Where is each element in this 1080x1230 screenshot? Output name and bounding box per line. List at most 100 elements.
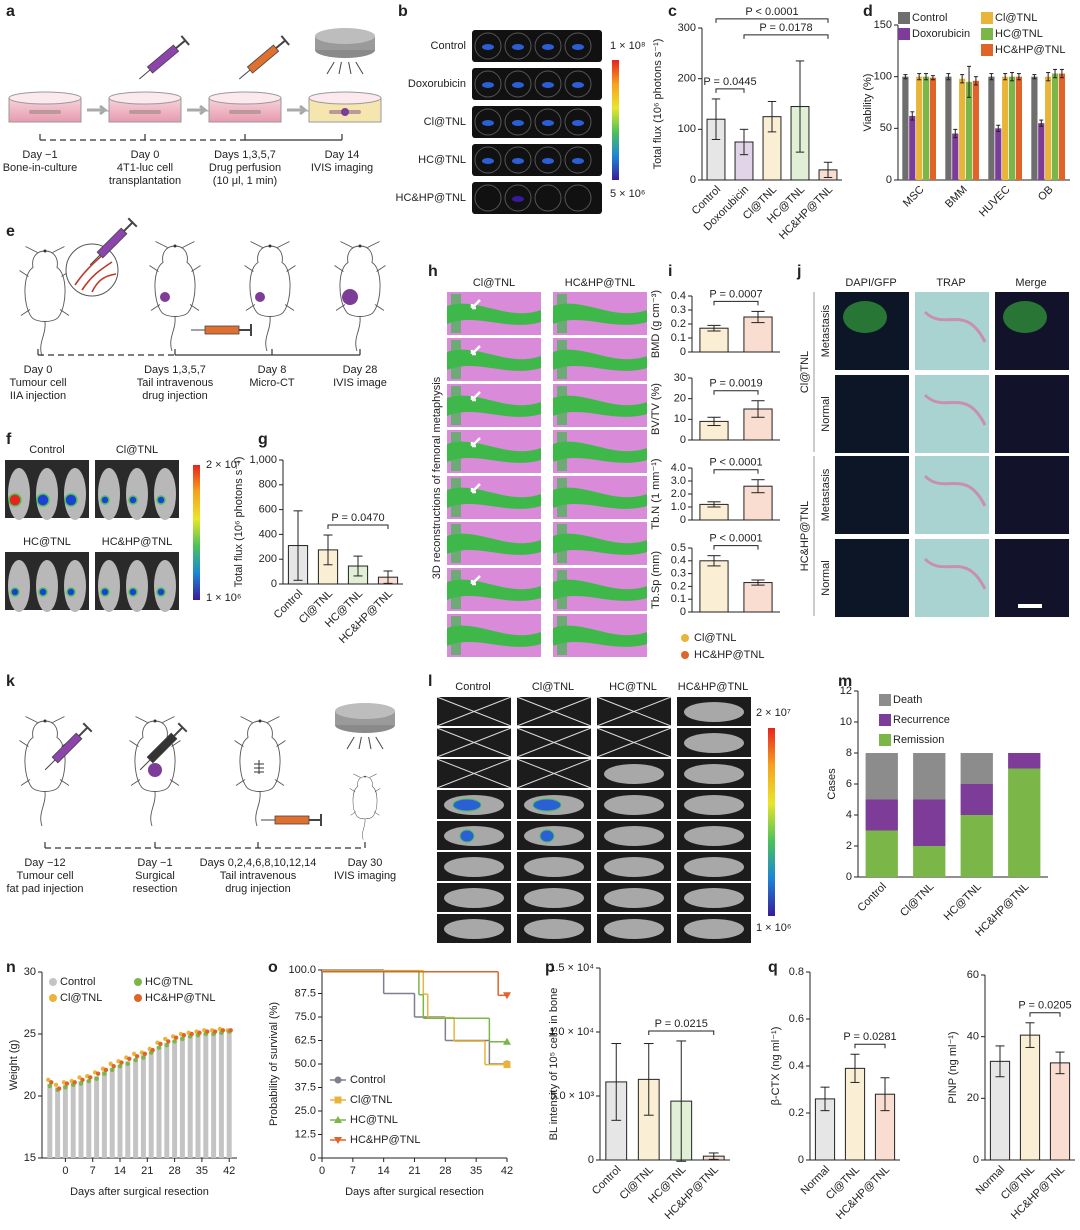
legend-swatch xyxy=(898,12,910,24)
decoration xyxy=(451,432,461,471)
bar xyxy=(1008,76,1016,180)
y-axis-label: Total flux (10⁶ photons s⁻¹) xyxy=(652,39,664,170)
decoration xyxy=(504,32,532,60)
decoration xyxy=(436,696,512,727)
decoration xyxy=(36,560,58,612)
decoration xyxy=(572,82,584,88)
mouse-limbs xyxy=(149,241,201,311)
decoration xyxy=(715,88,745,93)
decoration xyxy=(604,764,664,784)
y-tick-label: 100 xyxy=(874,71,892,83)
decoration xyxy=(327,524,389,530)
panel-label: g xyxy=(258,431,268,448)
timeline-label: transplantation xyxy=(109,175,181,187)
x-tick-label: HC&HP@TNL xyxy=(834,1164,892,1222)
y-tick-label: 0 xyxy=(690,174,696,186)
row-label: Cl@TNL xyxy=(424,116,466,128)
decoration xyxy=(447,487,541,509)
timeline-label: IIA injection xyxy=(10,390,66,402)
y-tick-label: 30 xyxy=(24,966,36,978)
decoration xyxy=(451,294,461,333)
decoration xyxy=(335,703,395,719)
error-bar xyxy=(1016,73,1021,81)
timeline-label: Day 0 xyxy=(24,364,53,376)
mouse-body xyxy=(352,776,378,820)
x-tick-label: HC@TNL xyxy=(942,881,984,923)
timeline-label: Day 14 xyxy=(325,149,360,161)
bar xyxy=(47,1083,53,1158)
error-bar xyxy=(323,534,333,566)
x-tick-label: 21 xyxy=(408,1165,420,1177)
annotation: P = 0.0470 xyxy=(331,512,384,524)
decoration xyxy=(713,545,759,550)
bar xyxy=(699,327,729,353)
syringe-plunger xyxy=(78,726,89,737)
panel-label: n xyxy=(6,959,16,976)
point xyxy=(163,1036,168,1042)
legend-label: Cl@TNL xyxy=(350,1094,392,1106)
legend-marker xyxy=(134,978,142,986)
decoration xyxy=(254,760,264,774)
decoration xyxy=(713,469,759,474)
y-tick-label: 25 xyxy=(24,1028,36,1040)
bar-segment xyxy=(1008,753,1041,769)
error-bar xyxy=(973,76,978,86)
decoration xyxy=(148,763,162,777)
y-tick-label: 200 xyxy=(259,553,277,565)
decoration xyxy=(447,441,541,463)
group-label: Control xyxy=(29,444,64,456)
bar xyxy=(1019,1034,1041,1161)
decoration xyxy=(542,158,554,164)
point xyxy=(88,1075,93,1080)
syringe-grip xyxy=(280,35,290,46)
point xyxy=(172,1039,177,1044)
error-bar xyxy=(989,73,994,81)
bar xyxy=(959,78,966,180)
error-bar xyxy=(751,479,765,494)
legend-swatch xyxy=(879,734,891,746)
decoration xyxy=(160,292,170,302)
y-tick-label: 0.2 xyxy=(789,1107,804,1119)
column-title: HC&HP@TNL xyxy=(565,277,635,289)
decoration xyxy=(504,146,532,174)
error-bar xyxy=(996,124,1001,132)
decoration xyxy=(604,888,664,908)
row-label: Metastasis xyxy=(820,468,832,521)
legend-swatch xyxy=(981,44,993,56)
y-tick-label: 0 xyxy=(680,514,686,526)
syringe-illustration xyxy=(139,722,188,771)
x-tick-label: 35 xyxy=(196,1165,208,1177)
bar xyxy=(172,1040,178,1158)
timeline-label: Day 28 xyxy=(343,364,378,376)
point xyxy=(180,1036,185,1042)
decoration xyxy=(534,184,562,212)
annotation: P = 0.0445 xyxy=(703,76,756,88)
legend-marker xyxy=(334,1116,342,1123)
decoration xyxy=(835,539,909,617)
x-tick-label: HC&HP@TNL xyxy=(1009,1164,1067,1222)
legend-label: HC@TNL xyxy=(995,28,1043,40)
decoration xyxy=(684,857,744,877)
legend-label: Cl@TNL xyxy=(60,992,102,1004)
y-axis-label: β-CTX (ng ml⁻¹) xyxy=(770,1027,782,1106)
timeline-label: Micro-CT xyxy=(249,377,294,389)
bar xyxy=(203,1032,209,1158)
decoration xyxy=(447,303,541,325)
x-tick-label: OB xyxy=(1036,184,1056,204)
mouse-illustration xyxy=(19,716,71,827)
panel-label: k xyxy=(6,673,15,690)
point xyxy=(103,1067,109,1073)
panel-label: i xyxy=(668,263,672,280)
syringe-grip xyxy=(127,217,138,228)
bar xyxy=(909,115,916,180)
decoration xyxy=(524,857,584,877)
mouse-limbs xyxy=(334,241,386,311)
decoration xyxy=(447,579,541,601)
bar xyxy=(218,1031,224,1158)
y-tick-label: 400 xyxy=(259,528,277,540)
timeline-label: Days 1,3,5,7 xyxy=(214,149,276,161)
decoration xyxy=(684,919,744,939)
y-tick-label: 200 xyxy=(678,73,696,85)
point xyxy=(46,1077,51,1083)
error-bar xyxy=(611,1043,622,1121)
